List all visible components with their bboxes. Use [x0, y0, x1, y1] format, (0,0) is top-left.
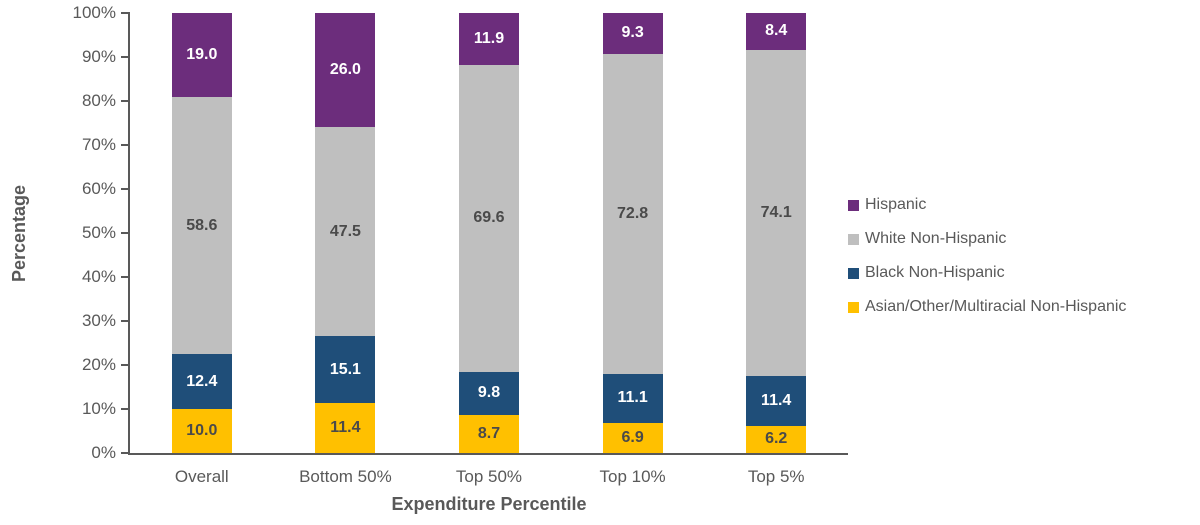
stacked-bar-overall: 10.0 12.4 58.6 19.0	[171, 13, 232, 453]
x-axis-category-label: Top 50%	[455, 467, 523, 486]
y-axis-tick	[121, 188, 130, 190]
plot-area: 0% 10% 20% 30% 40% 50% 60% 70% 80% 90% 100% 10.0 12…	[73, 3, 848, 462]
x-axis-category-labels: Overall Bottom 50% Top 50% Top 10% Top 5%	[130, 467, 848, 489]
bar-segment-white-non-hispanic: 72.8	[602, 53, 663, 374]
y-axis-tick	[121, 320, 130, 322]
x-axis-category-label: Top 5%	[747, 467, 805, 486]
stacked-bar-top-5: 6.2 11.4 74.1 8.4	[746, 13, 807, 453]
bar-value-label: 15.1	[329, 360, 361, 378]
y-axis-tick-label: 90%	[81, 47, 116, 66]
y-axis-tick-label: 70%	[81, 135, 116, 154]
bar-segment-hispanic: 26.0	[315, 13, 376, 128]
legend-item-hispanic: Hispanic	[848, 196, 1126, 214]
bar-segment-hispanic: 8.4	[746, 13, 807, 50]
bar-value-label: 11.4	[761, 391, 792, 409]
bar-value-label: 6.9	[621, 428, 644, 446]
bar-value-label: 9.8	[477, 384, 501, 402]
bar-value-label: 11.9	[473, 30, 505, 48]
bar-segment-asian-other-multiracial-non-hispanic: 10.0	[171, 409, 232, 453]
legend-swatch-icon	[848, 199, 859, 211]
y-axis-tick	[121, 408, 130, 410]
y-axis-tick	[121, 12, 130, 14]
legend-label: Black Non-Hispanic	[865, 264, 1005, 281]
legend-swatch-icon	[848, 301, 859, 313]
bar-segment-black-non-hispanic: 11.1	[602, 373, 663, 423]
bar-value-label: 26.0	[329, 61, 361, 79]
bar-segment-black-non-hispanic: 12.4	[171, 354, 232, 409]
legend: Hispanic White Non-Hispanic Black Non-Hisp…	[848, 196, 1126, 316]
bar-value-label: 58.6	[186, 216, 218, 234]
bar-segment-asian-other-multiracial-non-hispanic: 8.7	[458, 414, 519, 453]
bar-segment-asian-other-multiracial-non-hispanic: 11.4	[315, 402, 376, 453]
y-axis-tick-label: 100%	[72, 3, 116, 22]
y-axis-tick-label: 10%	[81, 399, 116, 418]
legend-label: Asian/Other/Multiracial Non-Hispanic	[865, 298, 1127, 315]
legend-swatch-icon	[848, 233, 859, 245]
x-axis-category-label: Bottom 50%	[299, 467, 392, 486]
y-axis-tick-label: 60%	[81, 179, 116, 198]
bar-segment-asian-other-multiracial-non-hispanic: 6.9	[602, 422, 663, 453]
bar-value-label: 72.8	[617, 204, 649, 222]
y-axis-tick	[121, 452, 130, 454]
bar-value-label: 8.4	[765, 22, 788, 40]
y-axis-tick	[121, 100, 130, 102]
x-axis-category-label: Top 10%	[599, 467, 666, 486]
y-axis-tick-label: 40%	[81, 267, 116, 286]
bar-segment-white-non-hispanic: 47.5	[315, 127, 376, 337]
bar-segment-black-non-hispanic: 15.1	[315, 336, 376, 403]
legend-item-white-non-hispanic: White Non-Hispanic	[848, 230, 1126, 248]
stacked-bar-top-10: 6.9 11.1 72.8 9.3	[602, 13, 663, 453]
bar-segment-white-non-hispanic: 69.6	[458, 65, 519, 372]
bar-column-overall: 10.0 12.4 58.6 19.0	[130, 13, 274, 453]
bar-value-label: 11.1	[617, 389, 648, 407]
legend-label: Hispanic	[865, 196, 927, 213]
y-axis-tick	[121, 232, 130, 234]
bar-segment-black-non-hispanic: 9.8	[458, 371, 519, 415]
y-axis-tick	[121, 144, 130, 146]
bar-value-label: 47.5	[329, 222, 361, 240]
bar-segment-hispanic: 11.9	[458, 13, 519, 66]
bar-segment-black-non-hispanic: 11.4	[746, 375, 807, 426]
bar-value-label: 12.4	[186, 372, 218, 390]
y-axis-title-text: Percentage	[9, 184, 30, 282]
legend-item-asian-other-multiracial-non-hispanic: Asian/Other/Multiracial Non-Hispanic	[848, 298, 1126, 316]
y-axis-tick	[121, 276, 130, 278]
bar-segment-hispanic: 19.0	[171, 13, 232, 97]
bar-value-label: 19.0	[186, 45, 218, 63]
legend-swatch-icon	[848, 267, 859, 279]
x-axis-category-label: Overall	[174, 467, 229, 486]
bar-segment-hispanic: 9.3	[602, 13, 663, 54]
y-axis-tick-label: 20%	[81, 355, 116, 374]
bar-column-top-5: 6.2 11.4 74.1 8.4	[704, 13, 848, 453]
y-axis-tick	[121, 364, 130, 366]
y-axis-tick-label: 50%	[81, 223, 116, 242]
x-axis-title: Expenditure Percentile	[391, 494, 587, 514]
legend-label: White Non-Hispanic	[865, 230, 1007, 247]
bar-column-bottom-50: 11.4 15.1 47.5 26.0	[274, 13, 418, 453]
bar-value-label: 10.0	[186, 422, 218, 439]
y-axis-tick-label: 0%	[91, 443, 116, 462]
y-axis-tick	[121, 56, 130, 58]
bar-value-label: 8.7	[477, 424, 501, 442]
bar-value-label: 74.1	[760, 203, 792, 221]
stacked-bar-top-50: 8.7 9.8 69.6 11.9	[458, 13, 519, 453]
bar-segment-asian-other-multiracial-non-hispanic: 6.2	[746, 425, 807, 453]
y-axis-title: Percentage	[2, 13, 38, 453]
bar-value-label: 11.4	[330, 418, 361, 436]
stacked-bar-bottom-50: 11.4 15.1 47.5 26.0	[315, 13, 376, 453]
bar-column-top-10: 6.9 11.1 72.8 9.3	[561, 13, 705, 453]
bar-segment-white-non-hispanic: 74.1	[746, 49, 807, 376]
bar-value-label: 9.3	[621, 24, 644, 42]
bar-value-label: 6.2	[765, 430, 788, 448]
y-axis-tick-label: 80%	[81, 91, 116, 110]
bar-value-label: 69.6	[473, 209, 505, 227]
bar-segment-white-non-hispanic: 58.6	[171, 96, 232, 355]
legend-item-black-non-hispanic: Black Non-Hispanic	[848, 264, 1126, 282]
bar-column-top-50: 8.7 9.8 69.6 11.9	[417, 13, 561, 453]
y-axis-tick-label: 30%	[81, 311, 116, 330]
